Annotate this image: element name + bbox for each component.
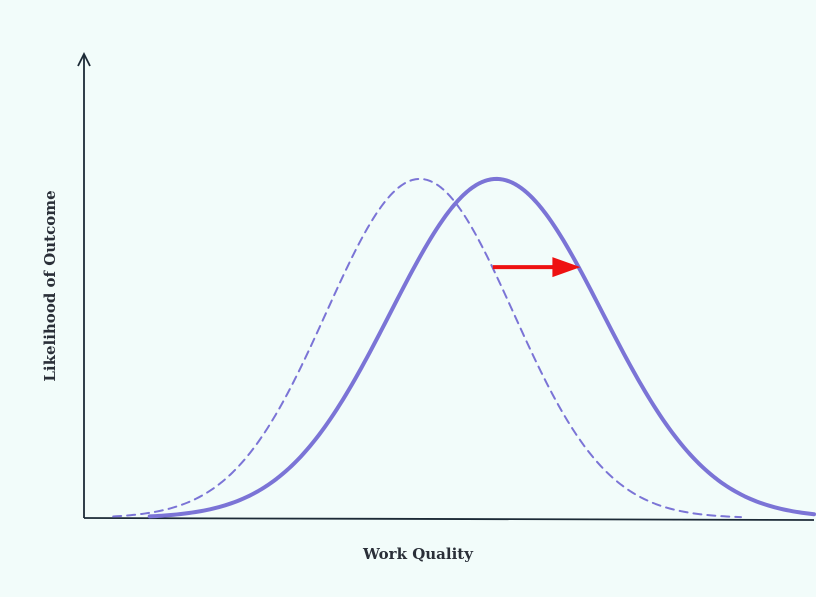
solid-distribution-curve [147,176,816,519]
y-axis-arrowhead [77,51,91,67]
shift-arrow-head [552,257,581,278]
annotations [492,257,581,278]
x-axis-line [83,517,815,521]
axes [77,51,815,521]
dashed-distribution-curve [112,177,742,519]
x-axis-label: Work Quality [362,545,474,563]
y-axis-label: Likelihood of Outcome [41,190,59,381]
curves [112,176,816,519]
